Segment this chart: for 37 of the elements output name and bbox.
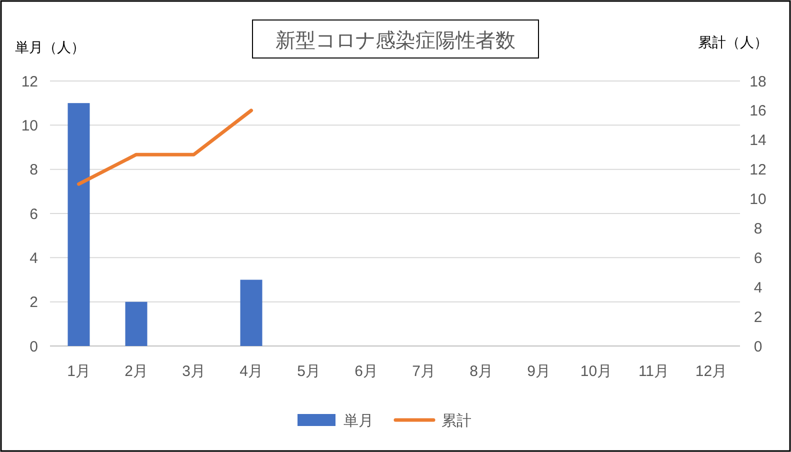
x-tick-label: 8月	[470, 363, 493, 380]
x-tick-label: 5月	[297, 363, 320, 380]
bar	[125, 302, 148, 346]
x-tick-label: 7月	[412, 363, 436, 380]
y-tick-label: 8	[30, 162, 38, 179]
y-tick-label: 4	[30, 250, 38, 267]
y2-tick-label: 8	[754, 220, 762, 238]
x-tick-label: 9月	[527, 363, 550, 380]
y2-axis-title: 累計（人）	[698, 34, 768, 50]
x-tick-label: 10月	[580, 363, 612, 380]
x-tick-label: 1月	[67, 363, 90, 380]
y2-tick-label: 16	[750, 102, 766, 120]
legend-label: 単月	[344, 412, 374, 430]
y-tick-label: 12	[21, 73, 38, 90]
y2-tick-label: 10	[750, 191, 766, 208]
bar	[240, 280, 262, 346]
y2-tick-label: 12	[750, 162, 766, 179]
x-tick-label: 6月	[354, 363, 378, 380]
x-tick-label: 2月	[124, 363, 148, 380]
y2-tick-label: 14	[750, 132, 766, 150]
x-tick-label: 12月	[695, 363, 728, 380]
y2-tick-label: 6	[754, 250, 762, 267]
x-tick-label: 3月	[182, 363, 206, 380]
y-tick-label: 0	[30, 338, 38, 356]
legend-label: 累計	[442, 412, 472, 430]
y2-tick-label: 18	[750, 73, 766, 90]
y2-tick-label: 2	[754, 308, 762, 326]
y-tick-label: 6	[30, 206, 38, 223]
y-tick-label: 2	[30, 294, 38, 312]
chart-title: 新型コロナ感染症陽性者数	[276, 30, 516, 52]
y-tick-label: 10	[21, 117, 38, 134]
bar	[68, 103, 90, 346]
y2-tick-label: 0	[754, 338, 762, 356]
y2-tick-label: 4	[754, 279, 762, 296]
y-axis-title: 単月（人）	[15, 39, 85, 55]
x-tick-label: 4月	[240, 363, 263, 380]
x-tick-label: 11月	[638, 363, 670, 380]
